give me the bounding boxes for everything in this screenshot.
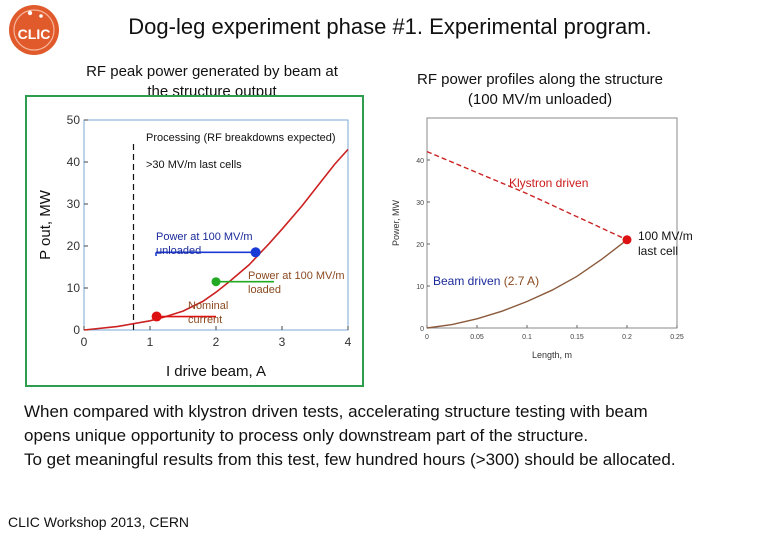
right-plot-area xyxy=(426,117,678,329)
body-line-3: To get meaningful results from this test… xyxy=(24,450,676,469)
y-tick-label: 30 xyxy=(416,200,424,207)
right-chart-subtitle: RF power profiles along the structure (1… xyxy=(417,71,663,108)
y-axis-label: P out, MW xyxy=(37,189,54,260)
y-tick-label: 10 xyxy=(67,281,81,295)
beam-driven-line xyxy=(426,239,628,329)
x-axis-label: I drive beam, A xyxy=(166,363,266,380)
right-chart-labels: Length, m Power, MW Klystron driven Beam dr… xyxy=(391,176,693,360)
annotation-processing: Processing (RF breakdowns expected) xyxy=(146,132,336,144)
footer: CLIC Workshop 2013, CERN xyxy=(8,514,190,530)
y-tick-label: 40 xyxy=(67,155,81,169)
y-tick-label: 0 xyxy=(420,326,424,333)
annotation-beam-driven: Beam driven (2.7 A) xyxy=(433,274,539,288)
x-tick-label: 0 xyxy=(81,335,88,349)
annotation-last-cells: >30 MV/m last cells xyxy=(146,159,242,171)
x-tick-label: 0.2 xyxy=(622,334,632,341)
body-text: When compared with klystron driven tests… xyxy=(24,400,764,472)
right-chart-series xyxy=(426,150,628,329)
loaded-point xyxy=(211,277,221,287)
nominal-point xyxy=(151,311,162,322)
logo-text: CLIC xyxy=(18,26,51,42)
klystron-driven-line xyxy=(426,150,628,241)
annotation-loaded-2: loaded xyxy=(248,284,281,296)
x-tick-label: 3 xyxy=(279,335,286,349)
annotation-nominal-1: Nominal xyxy=(188,300,228,312)
annotation-klystron: Klystron driven xyxy=(509,176,588,190)
body-line-1: When compared with klystron driven tests… xyxy=(24,402,648,421)
y-tick-label: 0 xyxy=(73,323,80,337)
annotation-loaded-1: Power at 100 MV/m xyxy=(248,270,345,282)
last-cell-point xyxy=(622,235,632,245)
x-tick-label: 0 xyxy=(425,334,429,341)
x-tick-label: 2 xyxy=(213,335,220,349)
right-chart-axes: 0 0.05 0.1 0.15 0.2 0.25 0 10 20 30 40 xyxy=(416,117,684,341)
y-tick-label: 40 xyxy=(416,158,424,165)
annotation-unloaded-2: unloaded xyxy=(156,245,201,257)
y-tick-label: 30 xyxy=(67,197,81,211)
y-tick-label: 10 xyxy=(416,284,424,291)
left-chart-labels: I drive beam, A P out, MW Processing (RF b… xyxy=(37,132,345,380)
x-tick-label: 0.1 xyxy=(522,334,532,341)
x-axis-label: Length, m xyxy=(532,350,572,360)
left-chart-markers xyxy=(151,247,274,322)
x-tick-label: 0.05 xyxy=(470,334,484,341)
y-tick-label: 20 xyxy=(67,239,81,253)
right-chart-markers xyxy=(622,235,632,245)
right-chart: 0 0.05 0.1 0.15 0.2 0.25 0 10 20 30 40 Length, m Po… xyxy=(391,117,693,360)
clic-logo: CLIC xyxy=(9,5,59,55)
body-line-2: opens unique opportunity to process only… xyxy=(24,426,589,445)
y-axis-label: Power, MW xyxy=(391,199,401,246)
left-plot-area xyxy=(83,119,349,331)
y-tick-label: 50 xyxy=(67,113,81,127)
annotation-last-cell-1: 100 MV/m xyxy=(638,229,693,243)
x-tick-label: 0.15 xyxy=(570,334,584,341)
unloaded-point xyxy=(250,247,261,258)
annotation-unloaded-1: Power at 100 MV/m xyxy=(156,231,253,243)
slide-title: Dog-leg experiment phase #1. Experimenta… xyxy=(128,14,652,39)
y-tick-label: 20 xyxy=(416,242,424,249)
annotation-nominal-2: current xyxy=(188,314,222,326)
x-tick-label: 0.25 xyxy=(670,334,684,341)
x-tick-label: 1 xyxy=(147,335,154,349)
annotation-beam-driven-name: Beam driven xyxy=(433,274,500,288)
annotation-last-cell-2: last cell xyxy=(638,244,678,258)
x-tick-label: 4 xyxy=(345,335,352,349)
annotation-beam-driven-current: (2.7 A) xyxy=(500,274,539,288)
